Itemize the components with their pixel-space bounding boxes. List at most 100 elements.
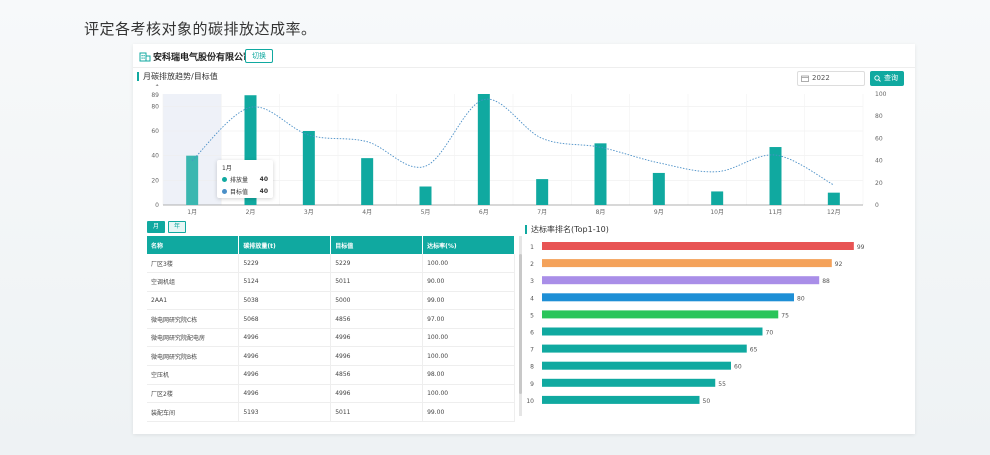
y-right-tick: 100 <box>875 91 887 98</box>
x-tick-label: 4月 <box>362 209 372 216</box>
y-left-tick: 60 <box>151 128 159 135</box>
rank-bar <box>542 395 700 404</box>
rank-label: 6 <box>530 330 534 337</box>
search-icon <box>874 75 881 82</box>
y-left-tick: 40 <box>151 153 159 160</box>
row-rate: 99.00 <box>422 402 515 422</box>
y-left-tick: 80 <box>151 103 159 110</box>
row-name: 微电网研究院C栋 <box>147 309 240 329</box>
table-row[interactable]: 厂区3楼 5229 5229 100.00 <box>147 254 515 274</box>
row-rate: 100.00 <box>422 328 515 348</box>
table-row[interactable]: 空调机组 5124 5011 90.00 <box>147 272 515 292</box>
rank-value: 75 <box>781 312 789 319</box>
row-rate: 98.00 <box>422 365 515 385</box>
rank-label: 7 <box>530 347 534 354</box>
trend-title: 月碳排放趋势/目标值 <box>137 71 218 82</box>
trend-chart: 0 20 40 60 80 89 1 0 20 40 60 80 100 1月 2月 3月 4月 5月 6月 7月 8月… <box>151 84 887 216</box>
bar-emission <box>419 186 432 205</box>
y-right-tick: 40 <box>875 158 883 165</box>
x-tick-label: 11月 <box>769 209 783 216</box>
table-row[interactable]: 2AA1 5038 5000 99.00 <box>147 291 515 311</box>
table-row[interactable]: 微电网研究院C栋 5068 4856 97.00 <box>147 309 515 329</box>
rank-label: 10 <box>526 398 534 405</box>
row-target: 5011 <box>330 402 424 422</box>
toggle-month[interactable]: 月 <box>147 221 166 233</box>
bar-emission <box>186 155 199 205</box>
switch-button[interactable]: 切换 <box>245 49 273 63</box>
tooltip-target-value: 40 <box>259 188 268 195</box>
row-rate: 100.00 <box>422 384 515 404</box>
rank-value: 80 <box>797 295 805 302</box>
rank-bar <box>542 242 854 250</box>
ranking-title: 达标率排名(Top1-10) <box>525 224 609 235</box>
rank-value: 88 <box>822 278 830 285</box>
target-line <box>191 98 835 186</box>
y-right-tick: 60 <box>875 135 883 142</box>
x-tick-label: 5月 <box>421 209 431 216</box>
rank-bar <box>542 259 832 268</box>
table-scrollbar-thumb[interactable] <box>519 254 522 394</box>
y-right-tick: 0 <box>875 202 879 209</box>
rank-value: 65 <box>750 347 758 354</box>
row-rate: 99.00 <box>422 291 515 311</box>
rank-label: 2 <box>530 261 534 268</box>
tooltip-target-label: 目标值 <box>230 189 249 196</box>
bar-emission <box>477 94 490 205</box>
table-row[interactable]: 厂区2楼 4996 4996 100.00 <box>147 384 515 404</box>
tooltip-emission-value: 40 <box>259 176 268 183</box>
page-caption: 评定各考核对象的碳排放达成率。 <box>84 20 317 38</box>
dashboard-card: 安科瑞电气股份有限公司 切换 月碳排放趋势/目标值 2022 查询 0 20 40 6… <box>133 44 915 434</box>
y-right-tick: 80 <box>875 113 883 120</box>
rank-bar <box>542 276 820 285</box>
col-name: 名称 <box>147 236 240 254</box>
bar-emission <box>302 131 315 205</box>
row-name: 2AA1 <box>147 291 240 311</box>
rank-bar <box>542 361 731 370</box>
row-emission: 5068 <box>238 309 332 329</box>
year-picker[interactable]: 2022 <box>797 71 865 86</box>
x-tick-label: 12月 <box>827 209 841 216</box>
chart-tooltip: 1月 排放量 40 目标值 40 <box>217 160 273 198</box>
x-tick-label: 8月 <box>596 209 606 216</box>
x-tick-label: 3月 <box>304 209 314 216</box>
rank-label: 8 <box>530 364 534 371</box>
rank-value: 92 <box>835 261 843 268</box>
row-target: 4996 <box>330 384 424 404</box>
row-target: 4996 <box>330 346 424 367</box>
row-target: 4856 <box>330 309 424 329</box>
row-rate: 100.00 <box>422 254 515 274</box>
row-name: 空压机 <box>147 365 240 385</box>
col-emission: 碳排放量(t) <box>238 236 332 254</box>
row-name: 微电网研究院配电房 <box>147 328 240 348</box>
y-left-top-label: 1 <box>155 84 159 88</box>
query-label: 查询 <box>884 74 898 82</box>
rank-label: 9 <box>530 381 534 388</box>
company-name: 安科瑞电气股份有限公司 <box>153 53 253 63</box>
row-target: 4856 <box>330 365 424 385</box>
rank-bar <box>542 327 763 336</box>
x-tick-label: 9月 <box>654 209 664 216</box>
building-icon <box>139 52 151 62</box>
rank-bar <box>542 293 794 302</box>
table-row[interactable]: 微电网研究院B栋 4996 4996 100.00 <box>147 346 515 367</box>
rank-label: 5 <box>530 312 534 319</box>
row-rate: 100.00 <box>422 346 515 367</box>
bar-emission <box>361 158 374 205</box>
row-emission: 4996 <box>238 384 332 404</box>
table-row[interactable]: 微电网研究院配电房 4996 4996 100.00 <box>147 328 515 348</box>
row-name: 厂区3楼 <box>147 254 240 274</box>
row-target: 5011 <box>330 272 424 292</box>
row-emission: 4996 <box>238 346 332 367</box>
calendar-icon <box>801 75 809 82</box>
emission-table: 名称 碳排放量(t) 目标值 达标率(%) 厂区3楼 5229 5229 100.00… <box>147 236 519 434</box>
x-tick-label: 10月 <box>710 209 724 216</box>
emission-dot-icon <box>222 177 227 182</box>
query-button[interactable]: 查询 <box>870 71 904 86</box>
rank-value: 55 <box>718 381 726 388</box>
tooltip-month: 1月 <box>222 165 232 172</box>
row-rate: 90.00 <box>422 272 515 292</box>
row-name: 微电网研究院B栋 <box>147 346 240 367</box>
table-row[interactable]: 装配车间 5193 5011 99.00 <box>147 402 515 422</box>
table-row[interactable]: 空压机 4996 4856 98.00 <box>147 365 515 385</box>
toggle-year[interactable]: 年 <box>168 221 187 233</box>
